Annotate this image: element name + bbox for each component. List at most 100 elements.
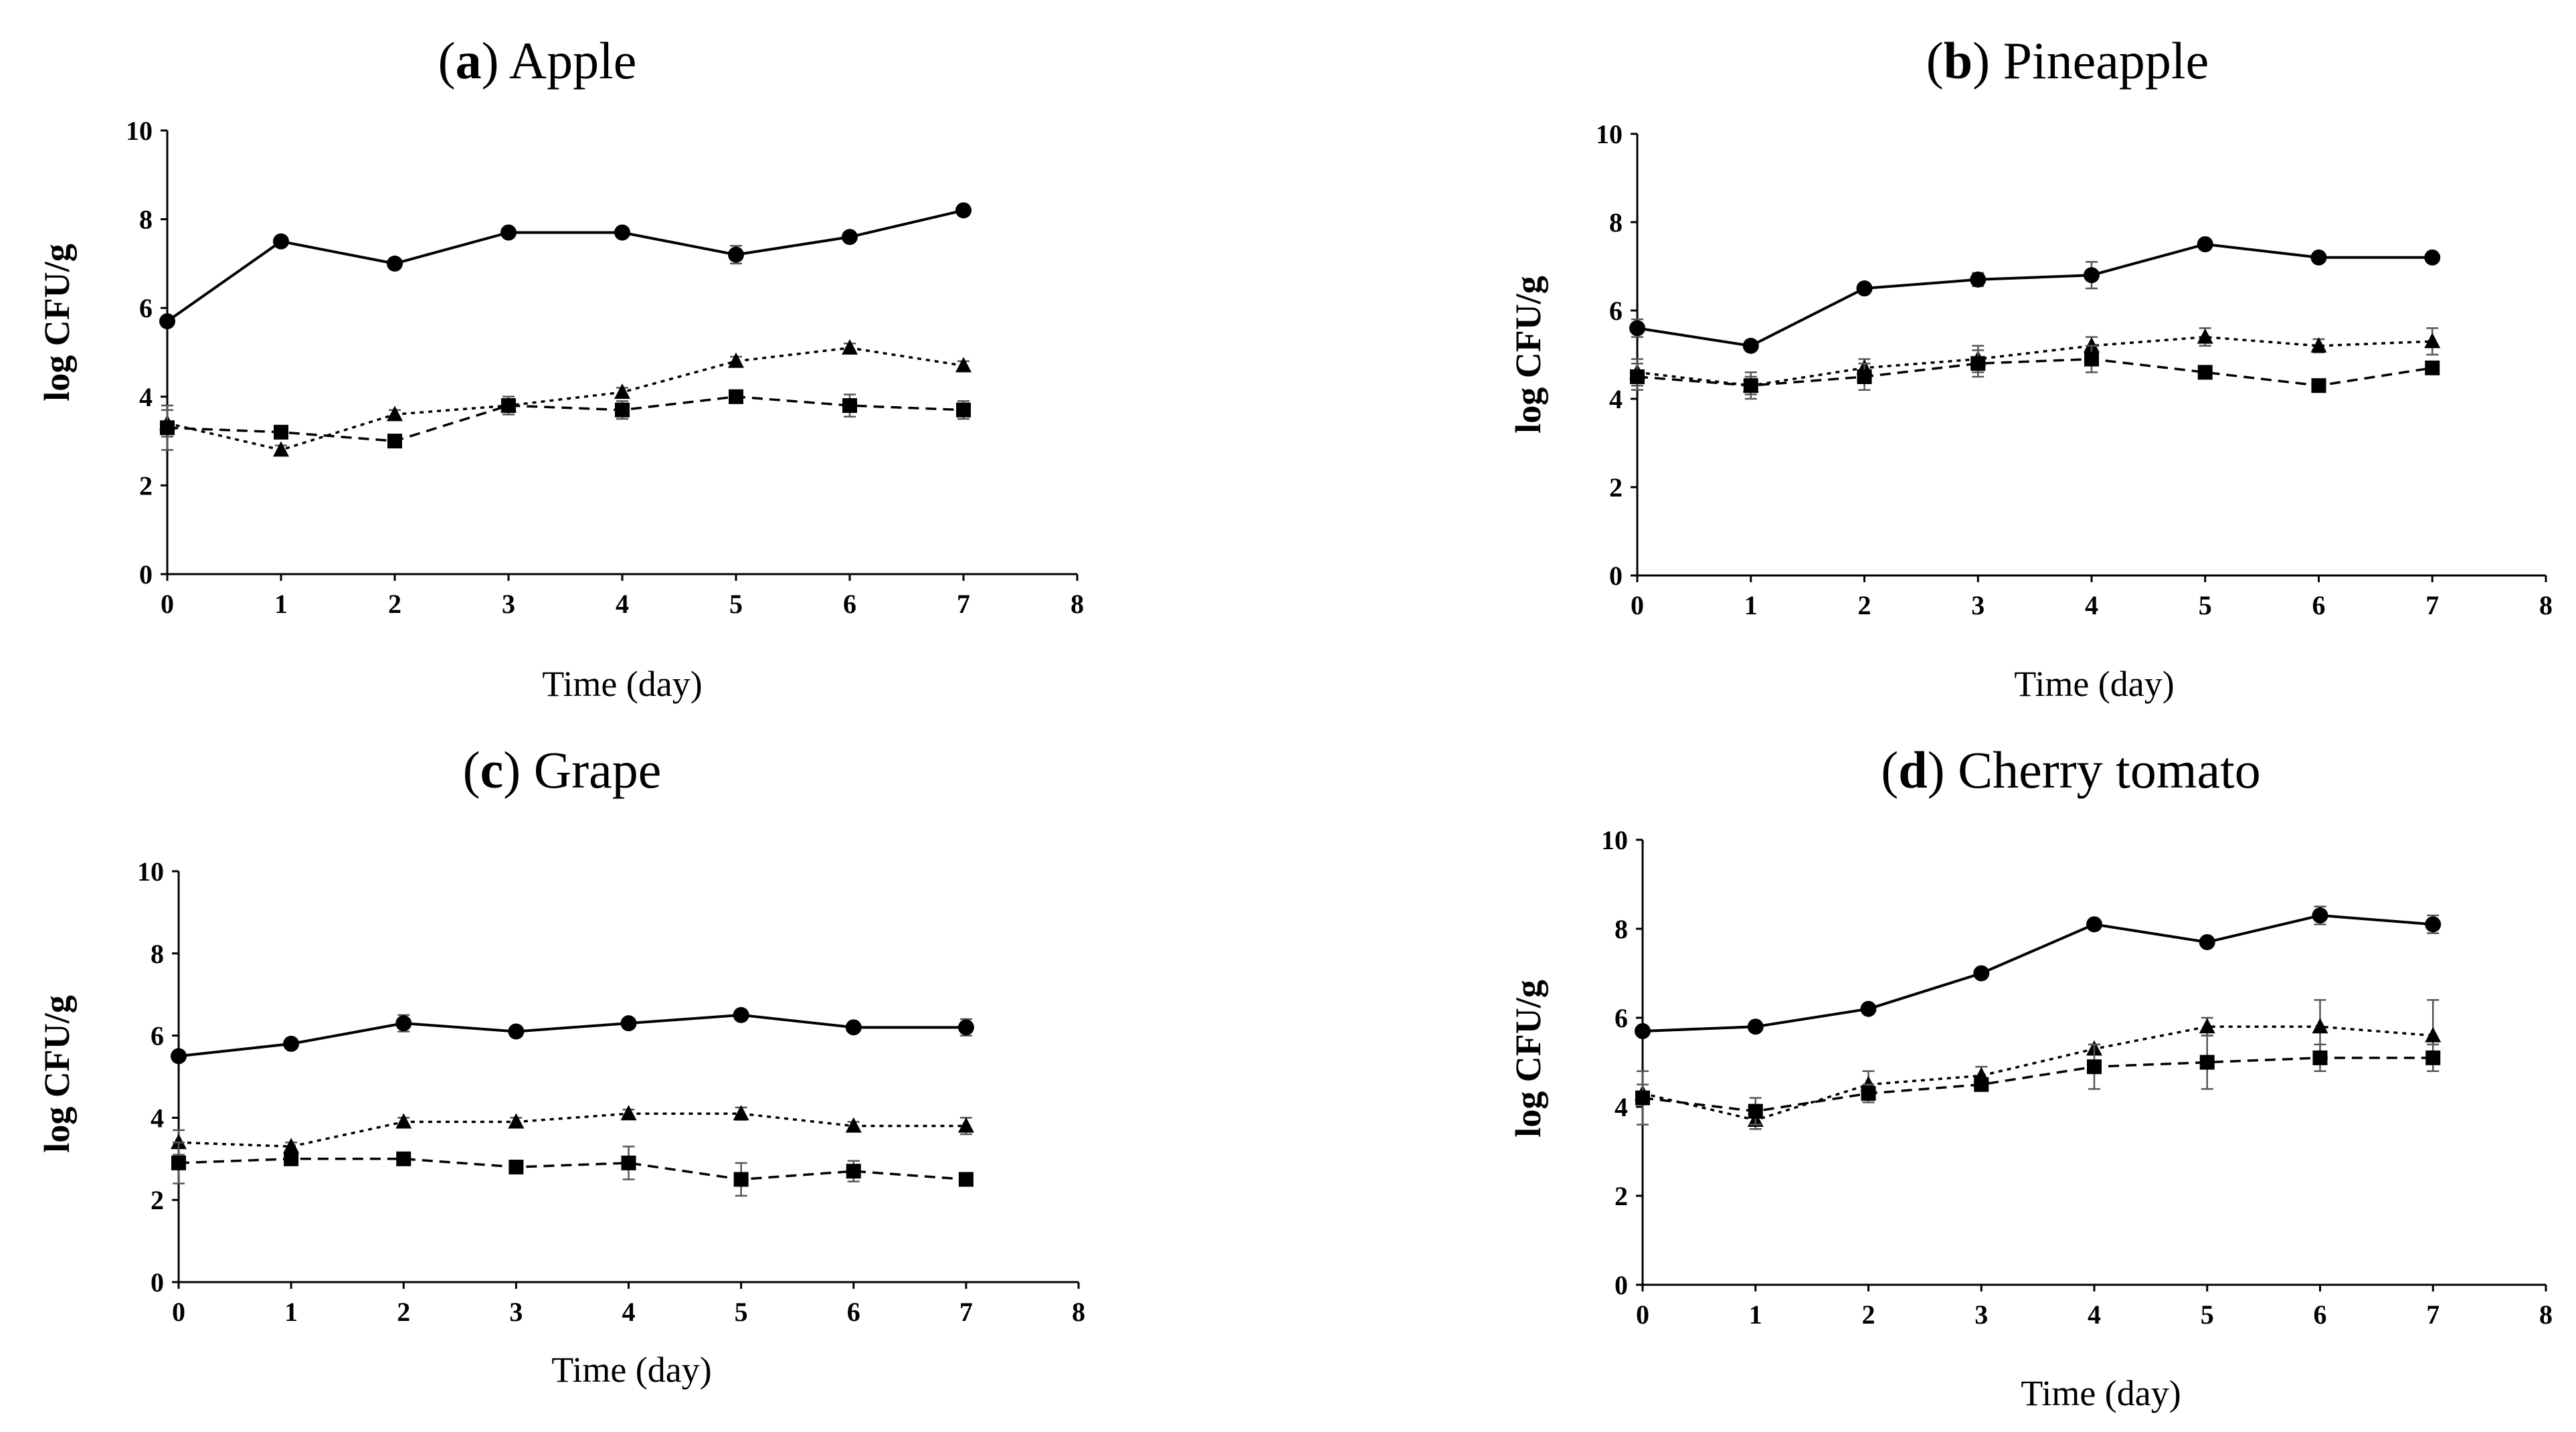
panel-a-series-line [166, 209, 964, 323]
panel-c-data-point-circle [620, 1015, 637, 1032]
panel-c-data-point-triangle [508, 1113, 525, 1129]
panel-b-x-tick-label: 4 [2085, 590, 2098, 620]
panel-d-y-tick-label: 4 [1615, 1092, 1628, 1122]
panel-d-y-axis-label: log CFU/g [1508, 980, 1548, 1138]
panel-c-series-circle [171, 1006, 974, 1065]
panel-c-data-point-triangle [283, 1138, 300, 1154]
panel-b-data-point-circle [1970, 271, 1987, 288]
panel-b-x-axis-label: Time (day) [2014, 664, 2175, 704]
panel-a-y-tick-label: 6 [139, 293, 153, 323]
panel-d-data-point-circle [1635, 1022, 1651, 1039]
panel-c-series-line [178, 1158, 967, 1181]
panel-b-data-point-circle [2084, 267, 2100, 284]
panel-c-data-point-square [396, 1151, 411, 1166]
panel-a: (a) Apple log CFU/g Time (day) 0 1 2 3 4 5 6 7 8… [37, 31, 1084, 704]
panel-c-data-point-triangle [395, 1113, 412, 1129]
panel-c-data-point-circle [395, 1015, 412, 1032]
panel-a-data-point-circle [842, 229, 858, 246]
panel-a-plot [159, 202, 972, 457]
panel-b-plot [1629, 236, 2441, 400]
panel-c-data-point-circle [733, 1006, 749, 1023]
panel-a-y-tick-label: 4 [139, 382, 153, 412]
panel-c-x-tick-label: 3 [509, 1297, 523, 1327]
panel-a-data-point-triangle [955, 357, 972, 373]
panel-c-data-point-circle [283, 1035, 300, 1052]
panel-a-x-tick-label: 2 [388, 589, 401, 619]
panel-b-data-point-circle [1856, 280, 1873, 296]
panel-b-series-line [1637, 242, 2433, 347]
panel-c-x-tick-label: 4 [622, 1297, 636, 1327]
panel-a-data-point-circle [500, 224, 517, 241]
panel-a-letter: a [456, 31, 482, 90]
panel-d-data-point-square [2425, 1050, 2441, 1065]
panel-d-y-tick-label: 6 [1615, 1003, 1628, 1033]
panel-a-x-tick-label: 5 [729, 589, 743, 619]
panel-c-data-point-square [958, 1172, 974, 1187]
panel-d-data-point-square [1748, 1103, 1763, 1119]
panel-b-ticks: 0 1 2 3 4 5 6 7 8 0 2 4 6 8 10 [1596, 119, 2553, 620]
panel-b-x-tick-label: 5 [2199, 590, 2212, 620]
panel-c-data-point-square [171, 1155, 186, 1170]
panel-a-data-point-square [842, 398, 857, 414]
panel-d-y-tick-label: 8 [1615, 914, 1628, 944]
panel-b-data-point-circle [2310, 249, 2327, 266]
panel-c-data-point-square [284, 1151, 299, 1166]
panel-d-data-point-circle [1747, 1018, 1764, 1035]
panel-c-data-point-circle [957, 1019, 974, 1036]
panel-d-data-point-square [2312, 1050, 2328, 1065]
panel-b-y-tick-label: 6 [1609, 296, 1623, 326]
panel-a-ticks: 0 1 2 3 4 5 6 7 8 0 2 4 6 8 10 [126, 116, 1084, 619]
panel-c-letter: c [480, 741, 504, 799]
panel-a-data-point-triangle [842, 339, 858, 355]
panel-c-data-point-square [509, 1160, 524, 1175]
panel-a-data-point-circle [159, 313, 175, 330]
panel-d-data-point-circle [2199, 933, 2215, 950]
panel-c-x-tick-label: 0 [172, 1297, 185, 1327]
panel-c: (c) Grape log CFU/g Time (day) 0 1 2 3 4 5 6 7 8… [37, 741, 1085, 1390]
panel-a-series-square [160, 389, 971, 451]
panel-a-data-point-circle [273, 233, 289, 250]
panel-c-x-tick-label: 5 [735, 1297, 748, 1327]
panel-d-letter: d [1898, 741, 1927, 799]
panel-d-data-point-circle [2425, 916, 2442, 933]
panel-c-data-point-square [621, 1155, 636, 1170]
panel-c-x-tick-label: 7 [959, 1297, 973, 1327]
panel-a-x-tick-label: 4 [616, 589, 629, 619]
panel-a-title: (a) Apple [438, 31, 637, 90]
panel-b-series-line [1637, 357, 2433, 387]
panel-a-data-point-square [729, 389, 743, 404]
panel-c-ticks: 0 1 2 3 4 5 6 7 8 0 2 4 6 8 10 [137, 857, 1085, 1327]
panel-d-x-tick-label: 2 [1862, 1300, 1875, 1330]
panel-b-x-tick-label: 3 [1971, 590, 1985, 620]
panel-d: (d) Cherry tomato log CFU/g Time (day) 0… [1508, 741, 2553, 1413]
panel-b-data-point-square [2425, 360, 2440, 375]
panel-b-x-tick-label: 7 [2425, 590, 2439, 620]
panel-b-data-point-circle [1742, 337, 1759, 354]
panel-a-y-tick-label: 10 [126, 116, 153, 146]
panel-d-series-line [1642, 1057, 2433, 1113]
panel-c-y-tick-label: 4 [151, 1103, 164, 1133]
panel-a-y-tick-label: 8 [139, 205, 153, 235]
panel-c-data-point-circle [171, 1048, 187, 1065]
panel-a-data-point-triangle [728, 352, 744, 368]
panel-d-plot [1635, 905, 2442, 1130]
panel-b-data-point-square [2197, 365, 2213, 380]
panel-a-axes [166, 130, 1077, 575]
panel-d-x-axis-label: Time (day) [2021, 1373, 2181, 1413]
panel-d-series-line [1642, 1025, 2433, 1122]
panel-b-data-point-square [1970, 356, 1986, 371]
panel-c-x-tick-label: 2 [397, 1297, 410, 1327]
panel-d-x-tick-label: 1 [1749, 1300, 1762, 1330]
panel-c-data-point-triangle [957, 1117, 974, 1133]
panel-d-data-point-square [1861, 1086, 1876, 1101]
panel-a-data-point-square [160, 420, 175, 436]
panel-d-series-line [1642, 914, 2433, 1033]
panel-c-y-axis-label: log CFU/g [37, 995, 77, 1153]
panel-d-data-point-circle [2312, 907, 2328, 924]
panel-d-data-point-circle [2086, 916, 2102, 933]
panel-a-data-point-square [956, 402, 971, 418]
panel-a-data-point-triangle [614, 383, 630, 399]
panel-b-x-tick-label: 2 [1858, 590, 1871, 620]
panel-c-y-tick-label: 10 [137, 857, 164, 887]
